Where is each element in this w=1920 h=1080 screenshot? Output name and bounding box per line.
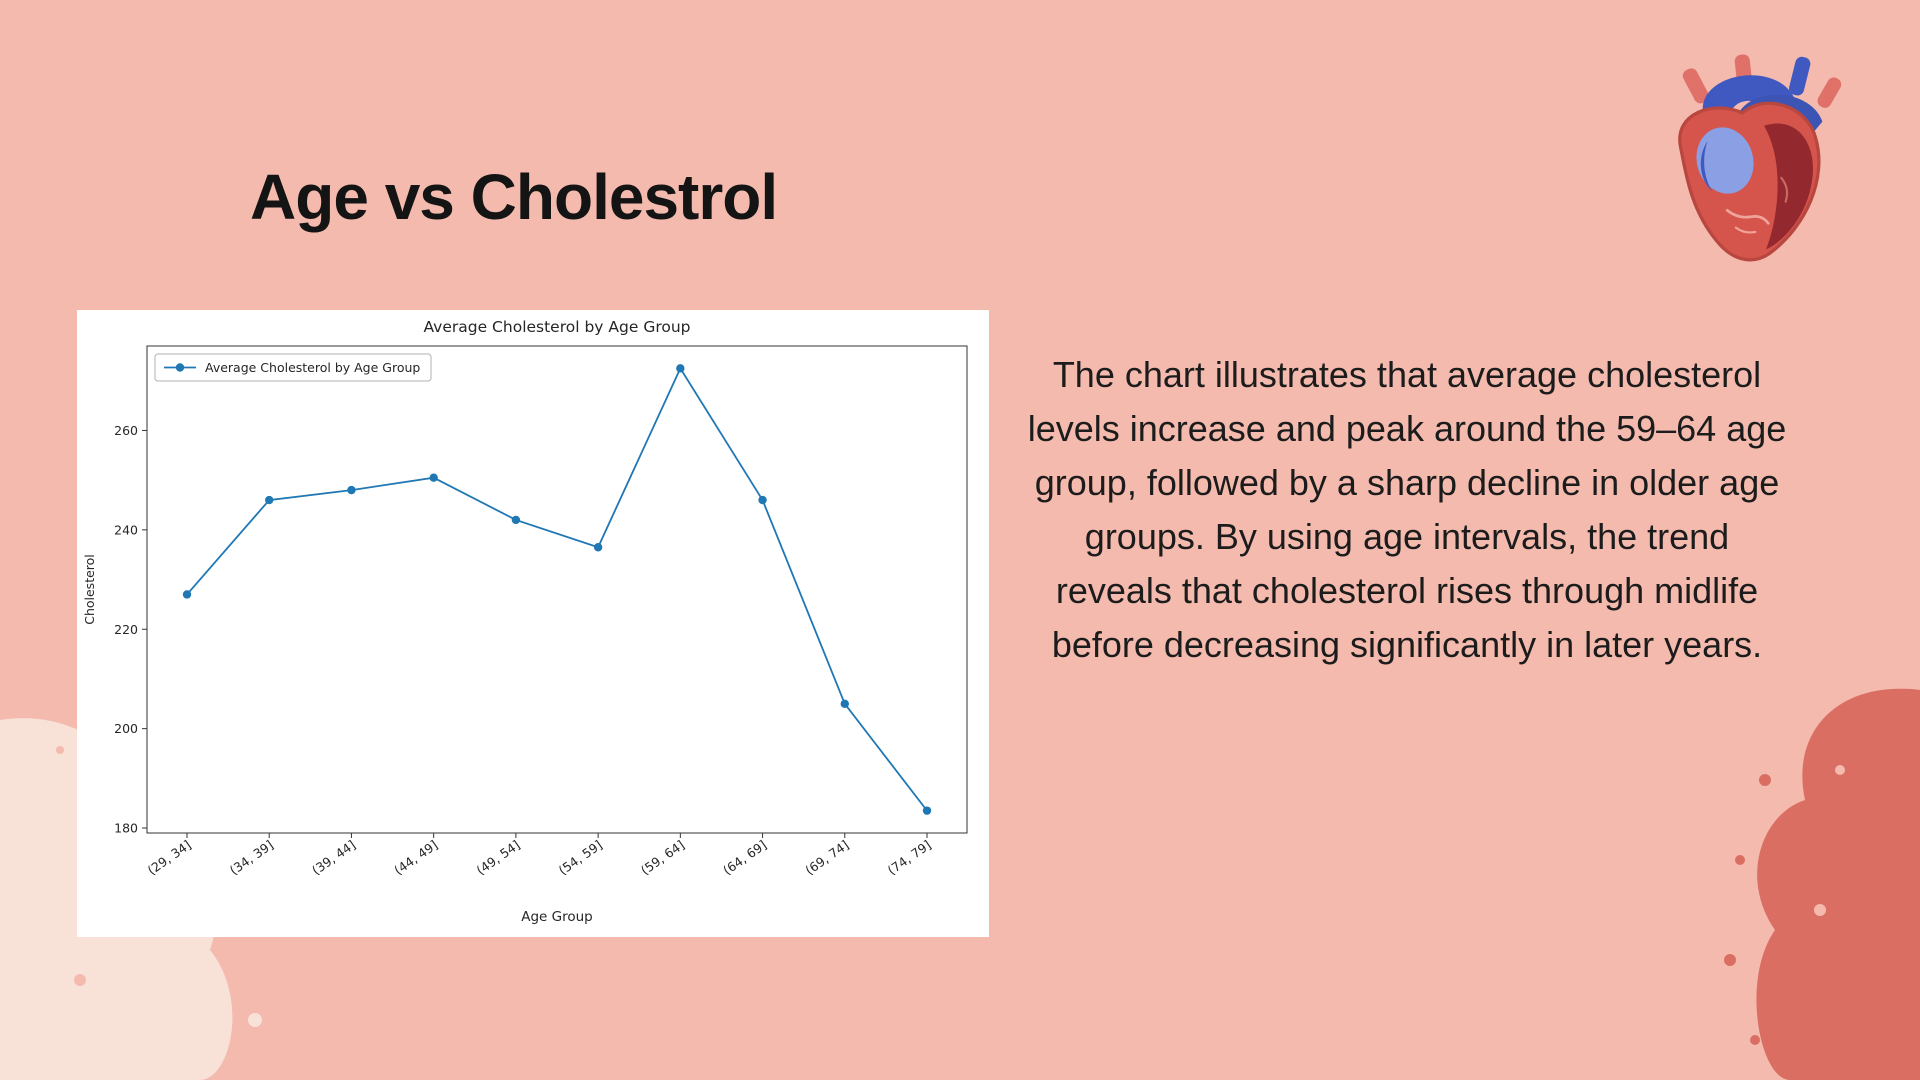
- svg-text:Age Group: Age Group: [521, 909, 593, 925]
- svg-text:220: 220: [114, 622, 138, 637]
- svg-text:180: 180: [114, 821, 138, 836]
- svg-text:(59, 64]: (59, 64]: [638, 837, 687, 878]
- chart-description-text: The chart illustrates that average chole…: [1027, 354, 1787, 665]
- svg-text:200: 200: [114, 721, 138, 736]
- svg-text:(69, 74]: (69, 74]: [802, 837, 851, 878]
- slide-title: Age vs Cholestrol: [250, 161, 778, 233]
- svg-text:(49, 54]: (49, 54]: [473, 837, 522, 878]
- svg-text:240: 240: [114, 522, 138, 537]
- svg-text:260: 260: [114, 423, 138, 438]
- heart-illustration-icon: [1678, 54, 1842, 262]
- svg-text:(34, 39]: (34, 39]: [227, 837, 276, 878]
- svg-text:(74, 79]: (74, 79]: [885, 837, 934, 878]
- svg-text:(29, 34]: (29, 34]: [145, 837, 194, 878]
- svg-text:Average Cholesterol by Age Gro: Average Cholesterol by Age Group: [205, 360, 420, 375]
- svg-text:(54, 59]: (54, 59]: [556, 837, 605, 878]
- svg-text:(64, 69]: (64, 69]: [720, 837, 769, 878]
- chart-panel: Average Cholesterol by Age Group 180 200 22…: [77, 310, 989, 937]
- svg-text:(39, 44]: (39, 44]: [309, 837, 358, 878]
- cholesterol-line-chart: Average Cholesterol by Age Group 180 200 22…: [82, 318, 968, 925]
- decorative-blob-dark: [1724, 688, 1920, 1080]
- svg-text:Average Cholesterol by Age Gro: Average Cholesterol by Age Group: [423, 318, 690, 336]
- svg-text:Cholesterol: Cholesterol: [82, 554, 97, 625]
- svg-text:(44, 49]: (44, 49]: [391, 837, 440, 878]
